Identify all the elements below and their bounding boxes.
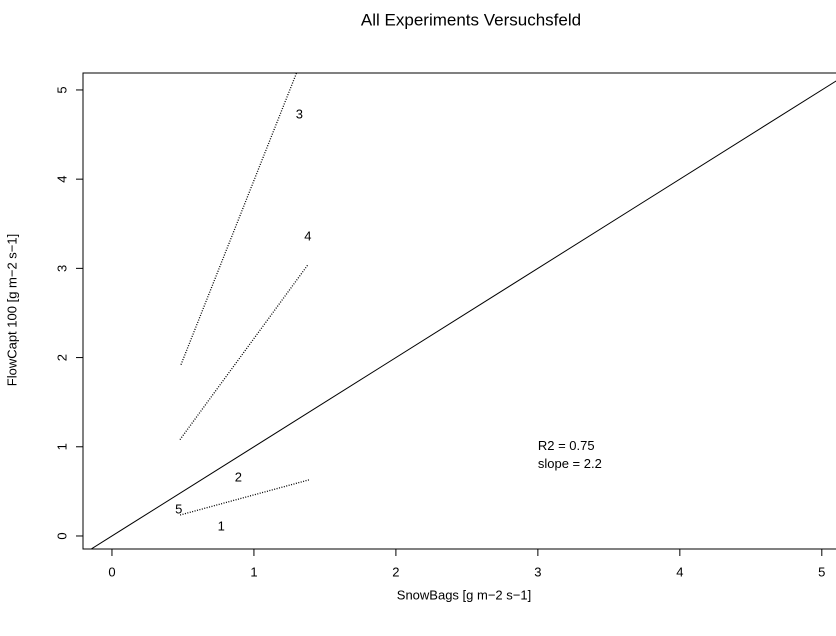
y-tick-label: 0 [54,532,69,539]
x-tick-label: 0 [108,564,115,579]
y-tick-label: 5 [54,86,69,93]
annotation: R2 = 0.75 [538,438,595,453]
series-line [180,73,298,365]
y-tick-label: 4 [54,176,69,183]
plot-area [90,73,836,549]
annotation: slope = 2.2 [538,456,602,471]
series-line [179,479,310,516]
annotation: 2 [235,469,242,484]
x-tick-label: 2 [392,564,399,579]
x-tick-label: 4 [676,564,683,579]
annotation: 1 [218,518,225,533]
annotation: 5 [175,502,182,517]
x-axis-label: SnowBags [g m−2 s−1] [397,587,531,602]
annotation: 3 [296,106,303,121]
y-axis-label: FlowCapt 100 [g m−2 s−1] [4,234,19,386]
annotation: 4 [304,229,311,244]
x-tick-label: 3 [534,564,541,579]
series-line [179,264,309,441]
y-tick-label: 3 [54,265,69,272]
plot-frame [82,72,836,550]
x-tick-label: 5 [818,564,825,579]
identity-line [90,80,836,549]
y-tick-label: 2 [54,354,69,361]
x-tick-label: 1 [250,564,257,579]
y-tick-label: 1 [54,443,69,450]
chart-title: All Experiments Versuchsfeld [361,10,581,29]
